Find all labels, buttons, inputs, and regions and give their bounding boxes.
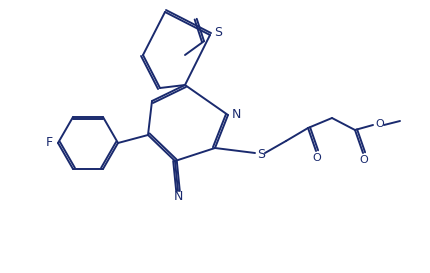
Text: O: O [313, 153, 321, 163]
Text: S: S [257, 149, 265, 162]
Text: F: F [46, 136, 52, 150]
Text: O: O [376, 119, 384, 129]
Text: N: N [231, 108, 241, 120]
Text: S: S [214, 26, 222, 40]
Text: O: O [359, 155, 369, 165]
Text: N: N [173, 191, 183, 203]
